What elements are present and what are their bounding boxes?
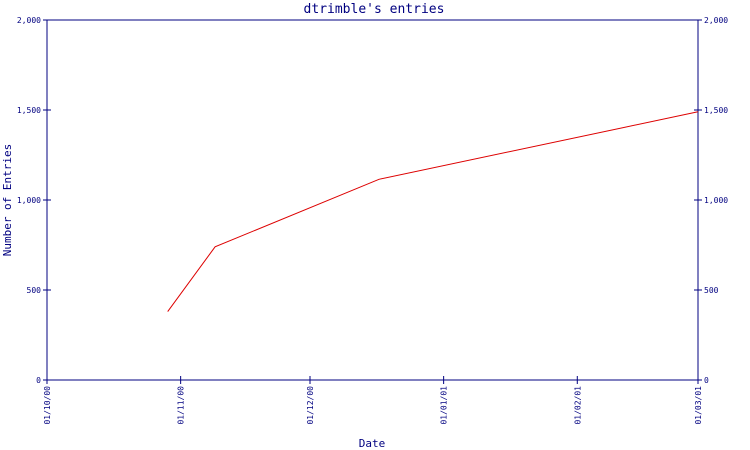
y-tick-label-left: 2,000 [17, 16, 41, 25]
x-tick-label: 01/11/00 [177, 386, 186, 425]
x-axis-label: Date [359, 437, 386, 450]
chart-title: dtrimble's entries [304, 2, 445, 17]
series-line [167, 111, 699, 312]
x-tick-label: 01/10/00 [43, 386, 52, 425]
y-axis-left: 0 500 1,000 1,500 2,000 [17, 16, 51, 385]
plot-area-frame [46, 19, 699, 381]
y-tick-label-right: 0 [704, 376, 709, 385]
series-group [167, 111, 699, 312]
y-tick-label-right: 2,000 [704, 16, 728, 25]
x-tick-label: 01/02/01 [573, 386, 582, 425]
y-tick-label-left: 1,500 [17, 106, 41, 115]
y-tick-label-left: 500 [27, 286, 42, 295]
x-tick-label: 01/03/01 [694, 386, 703, 425]
y-tick-label-right: 500 [704, 286, 719, 295]
x-tick-label: 01/01/01 [440, 386, 449, 425]
y-tick-label-left: 1,000 [17, 196, 41, 205]
x-axis: 01/10/00 01/11/00 01/12/00 01/01/01 01/02/01… [43, 376, 703, 425]
y-tick-label-right: 1,500 [704, 106, 728, 115]
y-tick-label-right: 1,000 [704, 196, 728, 205]
y-tick-label-left: 0 [36, 376, 41, 385]
x-tick-label: 01/12/00 [306, 386, 315, 425]
y-axis-label: Number of Entries [1, 144, 14, 257]
y-axis-right: 0 500 1,000 1,500 2,000 [694, 16, 728, 385]
